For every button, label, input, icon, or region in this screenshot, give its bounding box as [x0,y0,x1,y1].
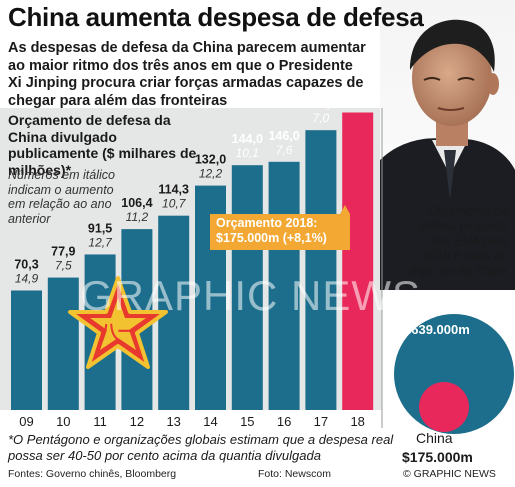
watermark: GRAPHIC NEWS [80,272,422,319]
photo-credit: Foto: Newscom [258,468,331,480]
bar-17 [305,130,337,410]
sources: Fontes: Governo chinês, Bloomberg [8,468,177,480]
value-label-12: 106,4 [121,196,152,210]
svg-text:八一: 八一 [100,322,136,343]
callout-title: Orçamento 2018: [216,216,318,230]
china-label: China [416,430,453,446]
page-title: China aumenta despesa de defesa [8,2,424,32]
value-label-11: 91,5 [88,221,112,235]
growth-label-17: 7,0 [313,111,330,125]
budget-2018-callout: Orçamento 2018: $175.000m (+8,1%) [210,214,350,250]
bar-15 [231,165,263,410]
chart-note: Números em itálico indicam o aumento em … [8,168,115,226]
value-label-09: 70,3 [14,257,38,271]
page-subtitle: As despesas de defesa da China parecem a… [8,40,366,109]
value-label-16: 146,0 [268,129,299,143]
x-tick-label-09: 09 [19,414,33,429]
growth-label-16: 7,6 [276,143,293,157]
value-label-13: 114,3 [158,183,189,197]
x-tick-label-18: 18 [350,414,364,429]
bar-16 [268,161,300,410]
growth-label-15: 10,1 [236,146,259,160]
value-label-10: 77,9 [51,245,75,259]
x-tick-label-17: 17 [314,414,328,429]
growth-label-11: 12,7 [88,235,113,249]
value-label-15: 144,0 [232,132,263,146]
callout-value: $175.000m (+8,1%) [216,231,327,245]
x-tick-label-12: 12 [130,414,144,429]
growth-label-12: 11,2 [126,210,149,224]
x-tick-label-10: 10 [56,414,70,429]
copyright: © GRAPHIC NEWS [403,468,496,480]
chart-title: Orçamento de defesa da China divulgado p… [8,112,197,178]
x-tick-label-15: 15 [240,414,254,429]
value-label-14: 132,0 [195,153,226,167]
china-budget-value: $175.000m [402,449,473,465]
bar-18 [342,112,374,410]
growth-label-10: 7,5 [55,259,72,273]
bar-09 [11,290,42,410]
footnote: *O Pentágono e organizações globais esti… [8,432,394,463]
growth-label-14: 12,2 [199,167,223,181]
x-tick-label-13: 13 [166,414,180,429]
value-label-17: 164,6 [305,97,336,111]
army-star-emblem-icon: 八一 [68,276,168,369]
x-tick-label-14: 14 [203,414,217,429]
x-tick-label-11: 11 [93,414,107,429]
president-photo [380,0,515,290]
x-tick-label-16: 16 [277,414,291,429]
china-budget-circle [419,382,469,432]
us-budget-value: $639.000m [404,322,470,337]
bar-10 [47,277,79,410]
growth-label-09: 14,9 [15,271,39,285]
us-comparison-note: Orçamento de defesa proposto dos EUA par… [410,204,508,278]
growth-label-13: 10,7 [162,197,187,211]
